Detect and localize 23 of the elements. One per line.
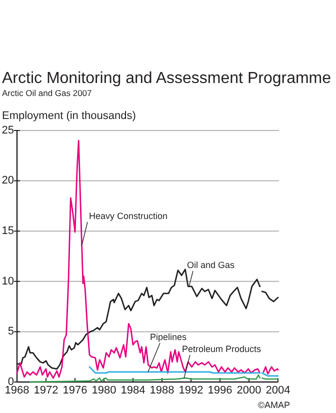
x-tick-label: 1992: [178, 384, 204, 396]
text: Pipelines: [150, 332, 188, 342]
x-tick-label: 1984: [120, 384, 146, 396]
y-axis-title: Employment (in thousands): [2, 110, 136, 122]
x-tick-label: 1996: [208, 384, 232, 396]
x-tick-label: 1980: [92, 384, 116, 396]
x-tick-label: 2004: [266, 384, 290, 396]
x-tick-label: 1968: [4, 384, 30, 396]
x-tick-label: 1972: [34, 384, 58, 396]
chart-title: Arctic Monitoring and Assessment Programme: [2, 70, 332, 87]
y-tick-label: 25: [2, 124, 14, 136]
y-tick-label: 5: [8, 326, 14, 338]
x-tick-label: 1988: [150, 384, 174, 396]
chart-subtitle: Arctic Oil and Gas 2007: [2, 88, 92, 98]
series-label: Heavy Construction: [89, 211, 168, 221]
y-tick-label: 10: [2, 275, 14, 288]
text: ©AMAP: [258, 400, 290, 410]
x-tick-label: 1976: [62, 384, 88, 396]
y-tick-label: 20: [2, 174, 14, 187]
text: Petroleum Products: [182, 344, 262, 354]
y-tick-label: 15: [2, 225, 14, 238]
x-tick-label: 2000: [236, 384, 262, 396]
series-label: Oil and Gas: [187, 260, 236, 270]
